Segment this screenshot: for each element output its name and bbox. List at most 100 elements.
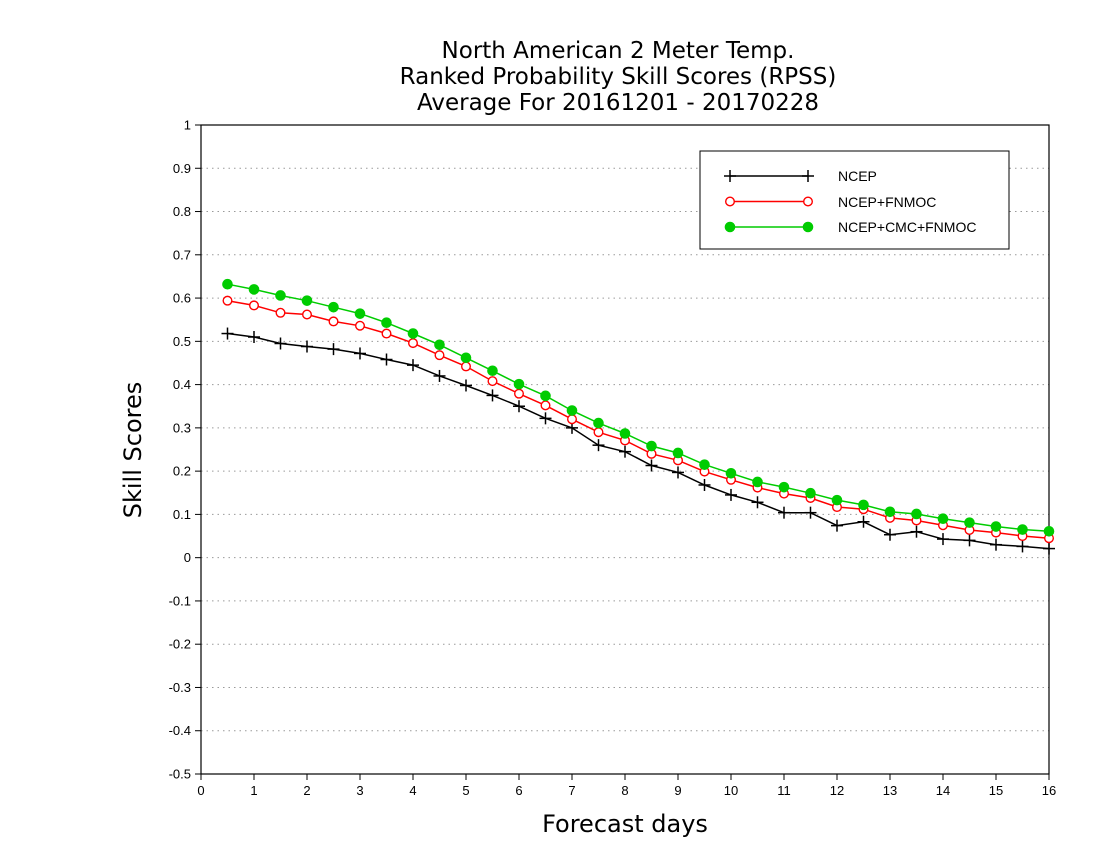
data-point-ncep-cmc-fnmoc bbox=[752, 476, 763, 488]
data-point-ncep bbox=[672, 466, 684, 479]
data-point-ncep-cmc-fnmoc bbox=[964, 517, 975, 528]
data-point-ncep-cmc-fnmoc bbox=[434, 339, 445, 351]
x-tick-label: 14 bbox=[936, 783, 950, 798]
data-point-ncep bbox=[990, 538, 1002, 551]
data-point-ncep bbox=[751, 496, 764, 509]
data-point-ncep-cmc-fnmoc bbox=[593, 417, 604, 429]
legend-marker-ncep-fnmoc bbox=[803, 196, 814, 207]
data-point-ncep-cmc-fnmoc bbox=[1043, 525, 1055, 537]
y-tick-label: 0.2 bbox=[173, 464, 191, 479]
legend-sample-ncep-fnmoc bbox=[725, 196, 814, 207]
data-point-ncep bbox=[407, 359, 419, 372]
data-point-ncep bbox=[460, 379, 472, 392]
x-tick-label: 4 bbox=[409, 783, 416, 798]
data-point-ncep-cmc-fnmoc bbox=[275, 290, 286, 301]
data-point-ncep-cmc-fnmoc bbox=[354, 308, 366, 319]
data-point-ncep bbox=[354, 347, 366, 360]
data-point-ncep bbox=[857, 515, 870, 528]
y-tick-label: 0.6 bbox=[173, 291, 191, 306]
data-point-ncep-cmc-fnmoc bbox=[1017, 524, 1028, 535]
x-tick-label: 9 bbox=[674, 783, 681, 798]
data-point-ncep bbox=[619, 445, 631, 458]
data-point-ncep bbox=[937, 533, 949, 546]
data-point-ncep-fnmoc bbox=[355, 320, 366, 331]
y-axis-label: Skill Scores bbox=[119, 382, 147, 519]
data-point-ncep bbox=[274, 337, 287, 350]
x-tick-label: 16 bbox=[1042, 783, 1056, 798]
data-point-ncep bbox=[221, 327, 234, 340]
x-tick-label: 6 bbox=[515, 783, 522, 798]
x-axis-label: Forecast days bbox=[542, 810, 708, 838]
legend-marker-ncep-fnmoc bbox=[725, 196, 736, 207]
y-tick-label: 0.1 bbox=[173, 507, 191, 522]
data-point-ncep-cmc-fnmoc bbox=[381, 317, 392, 329]
y-tick-label: 0.5 bbox=[173, 334, 191, 349]
y-tick-label: 0.3 bbox=[173, 420, 191, 435]
x-tick-label: 15 bbox=[989, 783, 1003, 798]
chart-title-line-3: Average For 20161201 - 20170228 bbox=[417, 90, 819, 116]
data-point-ncep-fnmoc bbox=[540, 400, 551, 411]
data-point-ncep bbox=[539, 412, 552, 425]
data-point-ncep-cmc-fnmoc bbox=[805, 487, 816, 499]
series-ncep bbox=[221, 327, 1055, 555]
x-tick-label: 8 bbox=[621, 783, 628, 798]
data-point-ncep-fnmoc bbox=[222, 295, 233, 306]
data-point-ncep-cmc-fnmoc bbox=[884, 506, 896, 518]
data-point-ncep-cmc-fnmoc bbox=[831, 494, 843, 506]
x-tick-label: 2 bbox=[303, 783, 310, 798]
data-point-ncep-cmc-fnmoc bbox=[566, 405, 578, 416]
data-point-ncep bbox=[380, 353, 393, 366]
data-point-ncep-cmc-fnmoc bbox=[460, 352, 472, 364]
legend-label-ncep-fnmoc: NCEP+FNMOC bbox=[838, 194, 936, 210]
data-point-ncep bbox=[1043, 542, 1055, 555]
legend-marker-ncep-cmc-fnmoc bbox=[724, 221, 736, 233]
y-tick-label: 0.9 bbox=[173, 161, 191, 176]
y-tick-label: -0.4 bbox=[169, 723, 191, 738]
y-tick-label: -0.1 bbox=[169, 593, 191, 608]
data-point-ncep bbox=[778, 506, 790, 519]
data-point-ncep-cmc-fnmoc bbox=[990, 521, 1002, 532]
data-point-ncep-cmc-fnmoc bbox=[513, 378, 525, 390]
y-tick-label: 1 bbox=[184, 118, 191, 133]
data-point-ncep-fnmoc bbox=[408, 338, 419, 349]
data-point-ncep bbox=[698, 478, 711, 491]
data-point-ncep-fnmoc bbox=[248, 300, 259, 311]
data-point-ncep bbox=[804, 506, 817, 519]
data-point-ncep bbox=[884, 528, 896, 541]
data-point-ncep-cmc-fnmoc bbox=[248, 284, 260, 295]
data-point-ncep-cmc-fnmoc bbox=[301, 295, 313, 306]
data-point-ncep bbox=[433, 369, 446, 382]
x-tick-label: 11 bbox=[777, 783, 791, 798]
series-line-ncep-cmc-fnmoc bbox=[227, 283, 1050, 533]
data-point-ncep bbox=[301, 340, 313, 353]
data-point-ncep bbox=[645, 459, 658, 472]
data-point-ncep-fnmoc bbox=[434, 350, 445, 361]
data-point-ncep-cmc-fnmoc bbox=[858, 499, 869, 511]
gridlines bbox=[201, 167, 1049, 732]
data-point-ncep-fnmoc bbox=[328, 316, 339, 327]
legend-sample-ncep-cmc-fnmoc bbox=[724, 221, 814, 233]
legend-box bbox=[699, 150, 1010, 250]
data-point-ncep bbox=[486, 389, 499, 402]
data-point-ncep bbox=[248, 331, 260, 344]
y-tick-label: 0 bbox=[184, 550, 191, 565]
series-ncep-fnmoc bbox=[222, 295, 1054, 544]
data-point-ncep-cmc-fnmoc bbox=[778, 481, 790, 493]
x-tick-label: 10 bbox=[724, 783, 738, 798]
data-point-ncep-cmc-fnmoc bbox=[540, 390, 551, 402]
series-ncep-cmc-fnmoc bbox=[222, 278, 1055, 537]
data-point-ncep-fnmoc bbox=[593, 427, 604, 438]
data-point-ncep bbox=[963, 534, 976, 547]
data-point-ncep-cmc-fnmoc bbox=[407, 328, 419, 339]
data-point-ncep bbox=[592, 439, 605, 452]
data-point-ncep-cmc-fnmoc bbox=[487, 365, 498, 377]
legend-label-ncep-cmc-fnmoc: NCEP+CMC+FNMOC bbox=[838, 219, 976, 235]
x-tick-label: 13 bbox=[883, 783, 897, 798]
data-point-ncep-cmc-fnmoc bbox=[937, 513, 949, 525]
data-point-ncep-cmc-fnmoc bbox=[328, 301, 339, 313]
x-tick-label: 0 bbox=[197, 783, 204, 798]
y-tick-label: -0.2 bbox=[169, 637, 191, 652]
y-tick-label: 0.7 bbox=[173, 247, 191, 262]
